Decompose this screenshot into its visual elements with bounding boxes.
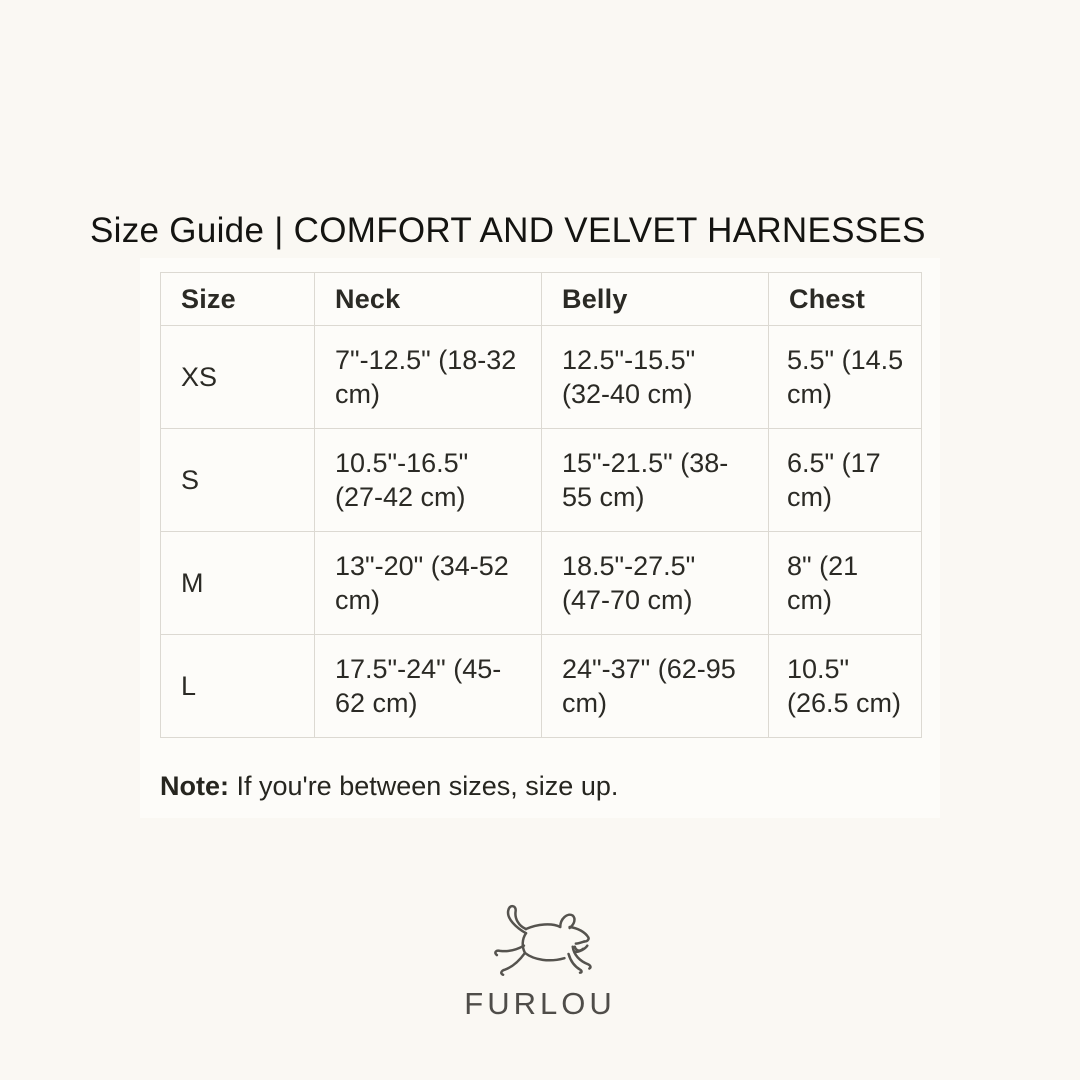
size-cell: XS (160, 325, 315, 429)
neck-cell: 7"-12.5" (18-32 cm) (314, 325, 542, 429)
belly-cell: 18.5"-27.5" (47-70 cm) (541, 531, 769, 635)
table-header-row: Size Neck Belly Chest (160, 272, 922, 326)
size-cell: L (160, 634, 315, 738)
brand-wordmark: FURLOU (464, 986, 616, 1021)
table-row-xs: XS 7"-12.5" (18-32 cm) 12.5"-15.5" (32-4… (160, 325, 922, 429)
table-row-s: S 10.5"-16.5" (27-42 cm) 15"-21.5" (38-5… (160, 428, 922, 532)
belly-cell: 15"-21.5" (38-55 cm) (541, 428, 769, 532)
col-header-belly: Belly (541, 272, 769, 326)
table-row-m: M 13"-20" (34-52 cm) 18.5"-27.5" (47-70 … (160, 531, 922, 635)
brand-logo: FURLOU (0, 901, 1080, 1022)
leaping-dog-icon (494, 904, 592, 977)
note: Note: If you're between sizes, size up. (160, 770, 618, 802)
chest-cell: 10.5" (26.5 cm) (768, 634, 922, 738)
chest-cell: 6.5" (17 cm) (768, 428, 922, 532)
chest-cell: 5.5" (14.5 cm) (768, 325, 922, 429)
belly-cell: 24"-37" (62-95 cm) (541, 634, 769, 738)
col-header-size: Size (160, 272, 315, 326)
belly-cell: 12.5"-15.5" (32-40 cm) (541, 325, 769, 429)
neck-cell: 13"-20" (34-52 cm) (314, 531, 542, 635)
table-row-l: L 17.5"-24" (45-62 cm) 24"-37" (62-95 cm… (160, 634, 922, 738)
size-table: Size Neck Belly Chest XS 7"-12.5" (18-32… (160, 272, 922, 738)
page-title: Size Guide | COMFORT AND VELVET HARNESSE… (90, 211, 926, 250)
neck-cell: 17.5"-24" (45-62 cm) (314, 634, 542, 738)
neck-cell: 10.5"-16.5" (27-42 cm) (314, 428, 542, 532)
size-cell: S (160, 428, 315, 532)
col-header-neck: Neck (314, 272, 542, 326)
col-header-chest: Chest (768, 272, 922, 326)
content-panel: Size Neck Belly Chest XS 7"-12.5" (18-32… (140, 258, 940, 818)
size-cell: M (160, 531, 315, 635)
note-label: Note: (160, 771, 229, 801)
chest-cell: 8" (21 cm) (768, 531, 922, 635)
note-text: If you're between sizes, size up. (229, 771, 619, 801)
